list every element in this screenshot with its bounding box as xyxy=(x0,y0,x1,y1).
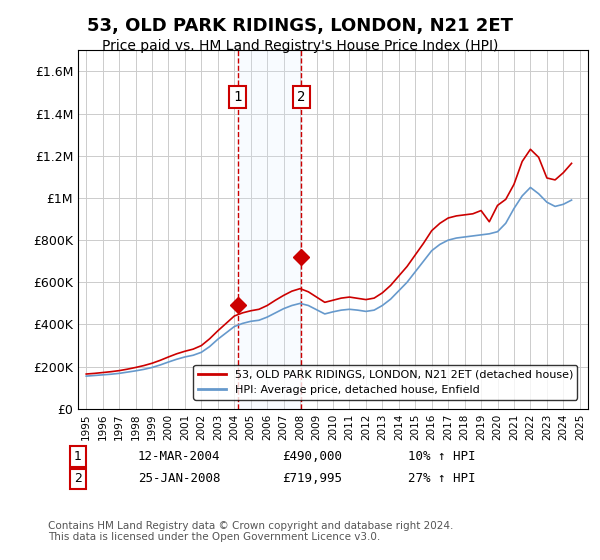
Text: 10% ↑ HPI: 10% ↑ HPI xyxy=(408,450,476,463)
Text: 12-MAR-2004: 12-MAR-2004 xyxy=(138,450,221,463)
Text: 27% ↑ HPI: 27% ↑ HPI xyxy=(408,472,476,486)
Legend: 53, OLD PARK RIDINGS, LONDON, N21 2ET (detached house), HPI: Average price, deta: 53, OLD PARK RIDINGS, LONDON, N21 2ET (d… xyxy=(193,365,577,400)
Text: 25-JAN-2008: 25-JAN-2008 xyxy=(138,472,221,486)
Text: 2: 2 xyxy=(74,472,82,486)
Text: 2: 2 xyxy=(297,90,305,104)
Text: 1: 1 xyxy=(74,450,82,463)
Text: 53, OLD PARK RIDINGS, LONDON, N21 2ET: 53, OLD PARK RIDINGS, LONDON, N21 2ET xyxy=(87,17,513,35)
Bar xyxy=(238,50,301,409)
Text: £719,995: £719,995 xyxy=(282,472,342,486)
Text: £490,000: £490,000 xyxy=(282,450,342,463)
Text: Price paid vs. HM Land Registry's House Price Index (HPI): Price paid vs. HM Land Registry's House … xyxy=(102,39,498,53)
Text: 1: 1 xyxy=(233,90,242,104)
Text: Contains HM Land Registry data © Crown copyright and database right 2024.
This d: Contains HM Land Registry data © Crown c… xyxy=(48,521,454,543)
